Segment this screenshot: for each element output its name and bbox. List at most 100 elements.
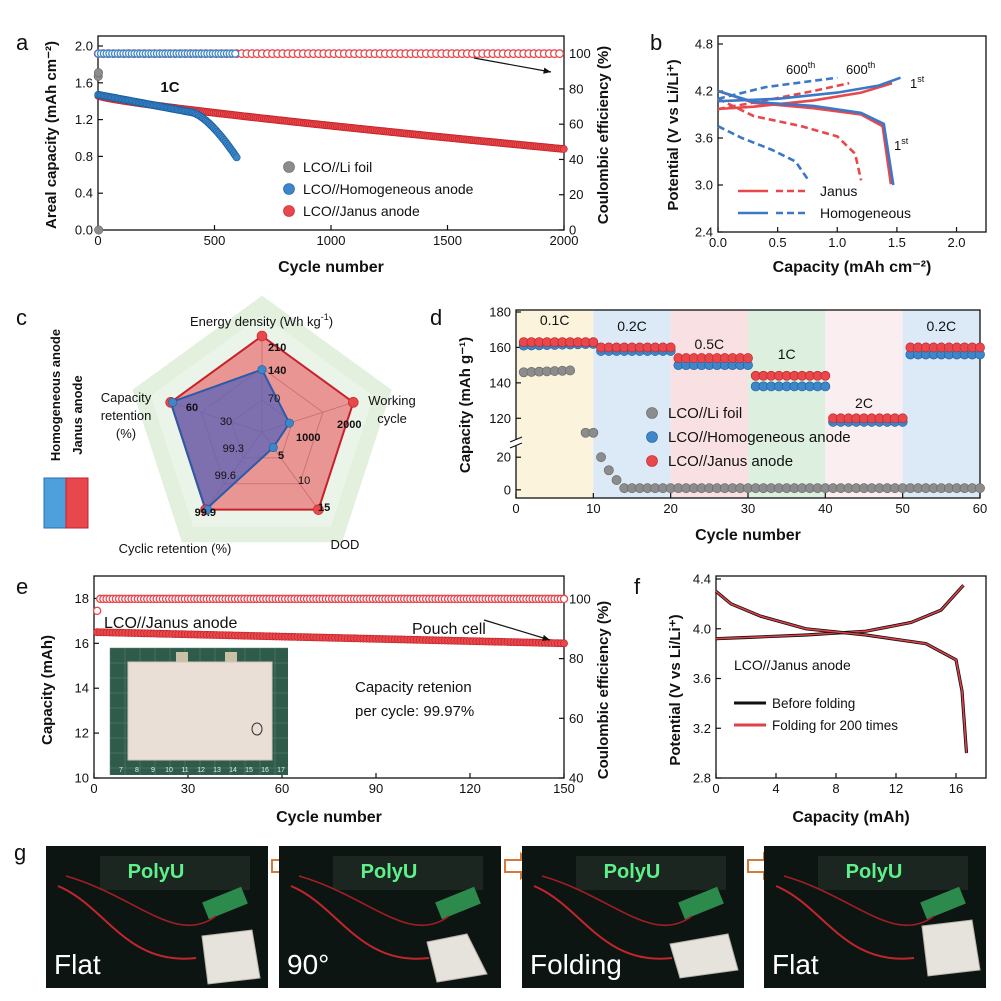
- led-panel: [818, 856, 968, 890]
- rate-label: 0.2C: [617, 318, 647, 334]
- rate-label: 2C: [855, 395, 873, 411]
- led-panel: [576, 856, 726, 890]
- lifoil-capacity-point: [94, 225, 104, 235]
- radar-axis-label: Working: [368, 393, 415, 408]
- red-wire: [541, 875, 693, 927]
- rate-label: 0.2C: [927, 318, 957, 334]
- x-tick-label: 0: [712, 781, 719, 796]
- red-wire: [783, 875, 935, 927]
- legend-label: LCO//Li foil: [668, 405, 742, 422]
- rate-annotation: 1C: [160, 79, 179, 96]
- x-tick-label: 10: [586, 501, 600, 516]
- retention-label: per cycle: 99.97%: [355, 703, 474, 720]
- radar-point-janus: [256, 330, 268, 342]
- ruler-number: 10: [165, 767, 173, 774]
- x-tick-label: 12: [889, 781, 903, 796]
- x-axis-title: Capacity (mAh cm⁻²): [773, 259, 932, 276]
- plot-frame: [93, 575, 565, 779]
- voltage-curve: [717, 76, 901, 103]
- voltage-curve: [717, 81, 850, 111]
- ruler-number: 11: [181, 767, 188, 774]
- radar-series-homo: [169, 368, 291, 512]
- y-tick-label: 0.0: [75, 223, 93, 238]
- y-tick-label: 80: [569, 81, 583, 96]
- rate-data-point: [665, 342, 676, 353]
- curve-after-folding: [715, 590, 968, 754]
- radar-tick: 140: [268, 365, 286, 377]
- y-tick-label: 160: [489, 340, 511, 355]
- panel-letter: g: [14, 840, 26, 865]
- legend-label: LCO//Janus anode: [303, 203, 420, 219]
- y-tick-label: 60: [569, 117, 583, 132]
- led-panel: [333, 856, 483, 890]
- x-tick-label: 0: [94, 233, 101, 248]
- x-tick-label: 150: [553, 781, 575, 796]
- x-tick-label: 1.5: [888, 235, 906, 250]
- radar-tick: 1000: [296, 432, 320, 444]
- plot-frame: [715, 575, 987, 779]
- radar-tick: 2000: [337, 419, 361, 431]
- radar-tick: 210: [268, 342, 286, 354]
- homo-capacity-point: [232, 153, 241, 162]
- y-tick-label: 80: [569, 651, 583, 666]
- y-tick-label: 10: [75, 771, 89, 786]
- ruler-number: 7: [119, 767, 123, 774]
- ruler-number: 15: [245, 767, 253, 774]
- rate-data-point: [565, 365, 576, 376]
- rate-data-point: [603, 465, 614, 476]
- y-tick-label: 4.0: [693, 621, 711, 636]
- rate-data-point: [897, 413, 908, 424]
- radar-tick: 30: [220, 416, 232, 428]
- radar-tick: 5: [278, 450, 284, 462]
- ce-arrow: [473, 57, 552, 73]
- x-tick-label: 0.5: [769, 235, 787, 250]
- y-tick-label: 16: [75, 636, 89, 651]
- x-tick-label: 1500: [433, 233, 462, 248]
- ruler-number: 13: [213, 767, 221, 774]
- x-tick-label: 16: [949, 781, 963, 796]
- voltage-curve: [717, 89, 895, 186]
- label-superscript: st: [901, 136, 909, 146]
- radar-axis-label: (%): [116, 426, 136, 441]
- rate-label: 0.1C: [540, 312, 570, 328]
- voltage-curve: [717, 81, 893, 111]
- label-superscript: th: [808, 60, 816, 70]
- y-tick-label: 1.6: [75, 75, 93, 90]
- series-label: LCO//Janus anode: [104, 615, 238, 632]
- radar-axis-label: cycle: [377, 411, 407, 426]
- pouch-cell: [426, 933, 488, 983]
- x-tick-label: 1000: [317, 233, 346, 248]
- panel-e: e 0 30 60 90 120 150 10 12 14 16 18 40 60 80 100 Cycle n…: [16, 574, 612, 826]
- rate-data-point: [820, 370, 831, 381]
- radar-point-homo: [168, 397, 178, 407]
- y-tick-label: 20: [497, 450, 511, 465]
- red-wire: [298, 875, 450, 927]
- panel-f: f 0 4 8 12 16 2.8 3.2 3.6 4.0 4.4 Capacity (mAh) Pot…: [634, 572, 987, 826]
- x-tick-label: 50: [895, 501, 909, 516]
- label-superscript: -1: [321, 312, 329, 322]
- radar-axis-label: Energy density (Wh kg-1): [190, 312, 333, 329]
- y-axis-title: Potential (V vs Li/Li⁺): [665, 59, 682, 210]
- radar-point-homo: [268, 443, 278, 453]
- legend-label: LCO//Janus anode: [668, 453, 793, 470]
- legend-swatch-homo: [43, 477, 67, 529]
- panel-letter: e: [16, 574, 28, 599]
- legend-label-homo: Homogeneous anode: [48, 329, 63, 461]
- panel-letter: b: [650, 30, 662, 55]
- x-tick-label: 60: [275, 781, 289, 796]
- radar-point-janus: [348, 397, 359, 408]
- legend-marker: [646, 431, 658, 443]
- x-tick-label: 20: [663, 501, 677, 516]
- axis-break: [509, 442, 523, 449]
- x-tick-label: 4: [772, 781, 779, 796]
- radar-axis-label: DOD: [331, 537, 360, 552]
- radar-point-homo: [284, 418, 294, 428]
- panel-d: d 0 10 20 30 40 50 60 120 140 160 180 0 20 Cycle numbe…: [430, 305, 987, 545]
- x-tick-label: 30: [181, 781, 195, 796]
- frame-label: Flat: [54, 949, 101, 980]
- rate-label: 1C: [778, 346, 796, 362]
- legend-marker: [283, 205, 295, 217]
- y-axis-title: Capacity (mAh): [39, 635, 56, 745]
- x-tick-label: 90: [369, 781, 383, 796]
- ruler-number: 9: [151, 767, 155, 774]
